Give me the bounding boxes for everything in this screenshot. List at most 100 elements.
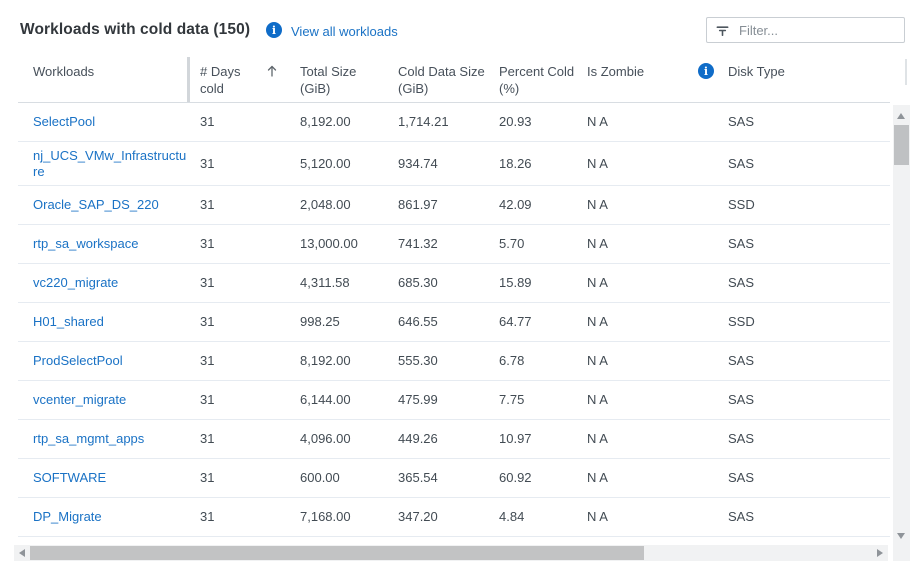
cell-percent-cold: 6.78 xyxy=(499,353,525,368)
cell-cold-data-size: 1,714.21 xyxy=(398,114,449,129)
cell-days-cold: 31 xyxy=(200,197,215,212)
sort-ascending-icon[interactable] xyxy=(266,64,278,78)
cell-days-cold: 31 xyxy=(200,509,215,524)
cell-days-cold: 31 xyxy=(200,470,215,485)
cell-percent-cold: 64.77 xyxy=(499,314,532,329)
workload-link[interactable]: nj_UCS_VMw_Infrastructure xyxy=(33,147,187,179)
cell-cold-data-size: 934.74 xyxy=(398,155,438,171)
cell-days-cold: 31 xyxy=(200,236,215,251)
workload-link[interactable]: vc220_migrate xyxy=(33,275,119,290)
workload-link[interactable]: ProdSelectPool xyxy=(33,353,123,368)
cell-total-size: 998.25 xyxy=(300,314,340,329)
cell-is-zombie: N A xyxy=(587,155,608,171)
workload-link[interactable]: H01_shared xyxy=(33,314,104,329)
table-row: vc220_migrate 31 4,311.58 685.30 15.89 N A SAS xyxy=(18,264,890,303)
horizontal-scrollbar[interactable] xyxy=(14,545,888,561)
cell-disk-type: SAS xyxy=(728,353,755,368)
column-label: # Days cold xyxy=(200,64,241,96)
cell-workload: vc220_migrate xyxy=(33,275,200,291)
table-row: Oracle_SAP_DS_220 31 2,048.00 861.97 42.09 N … xyxy=(18,186,890,225)
table-row: ProdSelectPool 31 8,192.00 555.30 6.78 N A SAS xyxy=(18,342,890,381)
cell-disk-type: SAS xyxy=(728,509,755,524)
scroll-up-icon[interactable] xyxy=(897,113,905,119)
workload-link[interactable]: Oracle_SAP_DS_220 xyxy=(33,197,159,212)
cell-total-size: 8,192.00 xyxy=(300,353,351,368)
column-header-days-cold[interactable]: # Days cold xyxy=(200,55,300,97)
column-header-is-zombie[interactable]: Is Zombie xyxy=(587,55,728,97)
cell-disk-type: SAS xyxy=(728,470,755,485)
cell-workload: nj_UCS_VMw_Infrastructure xyxy=(33,148,200,180)
cell-days-cold: 31 xyxy=(200,392,215,407)
cell-workload: Oracle_SAP_DS_220 xyxy=(33,197,200,213)
cell-disk-type: SAS xyxy=(728,236,755,251)
horizontal-scrollbar-thumb[interactable] xyxy=(30,546,644,560)
cell-percent-cold: 10.97 xyxy=(499,431,532,446)
column-header-workloads[interactable]: Workloads xyxy=(33,55,200,97)
cell-workload: SOFTWARE xyxy=(33,470,200,486)
cell-disk-type: SAS xyxy=(728,392,755,407)
table-row: SelectPool 31 8,192.00 1,714.21 20.93 N A SAS xyxy=(18,103,890,142)
cell-is-zombie: N A xyxy=(587,314,608,329)
cell-total-size: 4,096.00 xyxy=(300,431,351,446)
scroll-right-icon[interactable] xyxy=(877,549,883,557)
workload-link[interactable]: rtp_sa_mgmt_apps xyxy=(33,431,145,446)
vertical-scrollbar[interactable] xyxy=(893,105,910,561)
column-label: Is Zombie xyxy=(587,64,645,79)
cell-days-cold: 31 xyxy=(200,155,215,171)
page-title: Workloads with cold data (150) xyxy=(20,21,251,38)
table-row: SOFTWARE 31 600.00 365.54 60.92 N A SAS xyxy=(18,459,890,498)
cell-days-cold: 31 xyxy=(200,114,215,129)
vertical-scrollbar-thumb[interactable] xyxy=(894,125,909,165)
cell-days-cold: 31 xyxy=(200,431,215,446)
table-header: Workloads # Days cold Total Size (GiB) C… xyxy=(18,55,907,103)
column-header-percent-cold[interactable]: Percent Cold (%) xyxy=(499,55,587,97)
cell-disk-type: SAS xyxy=(728,155,755,171)
workload-link[interactable]: SOFTWARE xyxy=(33,470,107,485)
cell-cold-data-size: 449.26 xyxy=(398,431,438,446)
cell-total-size: 600.00 xyxy=(300,470,340,485)
cell-percent-cold: 7.75 xyxy=(499,392,525,407)
cell-workload: H01_shared xyxy=(33,314,200,330)
cell-percent-cold: 42.09 xyxy=(499,197,532,212)
cell-total-size: 6,144.00 xyxy=(300,392,351,407)
view-all-workloads-link[interactable]: View all workloads xyxy=(291,24,398,39)
table-body: SelectPool 31 8,192.00 1,714.21 20.93 N A SAS n… xyxy=(18,103,890,537)
scroll-left-icon[interactable] xyxy=(19,549,25,557)
filter-box[interactable] xyxy=(706,17,905,43)
cell-total-size: 2,048.00 xyxy=(300,197,351,212)
table-row: H01_shared 31 998.25 646.55 64.77 N A SSD xyxy=(18,303,890,342)
column-header-disk-type[interactable]: Disk Type xyxy=(728,55,890,97)
table-row: vcenter_migrate 31 6,144.00 475.99 7.75 N A SA… xyxy=(18,381,890,420)
column-label: Workloads xyxy=(33,64,95,79)
info-icon[interactable] xyxy=(698,63,714,79)
cell-workload: DP_Migrate xyxy=(33,509,200,525)
cell-is-zombie: N A xyxy=(587,509,608,524)
cell-is-zombie: N A xyxy=(587,114,608,129)
workload-link[interactable]: vcenter_migrate xyxy=(33,392,127,407)
info-icon[interactable] xyxy=(266,22,282,38)
cell-disk-type: SAS xyxy=(728,114,755,129)
column-label: Cold Data Size (GiB) xyxy=(398,64,485,96)
cell-is-zombie: N A xyxy=(587,236,608,251)
column-header-cold-data-size[interactable]: Cold Data Size (GiB) xyxy=(398,55,499,97)
cell-total-size: 4,311.58 xyxy=(300,275,350,290)
cell-cold-data-size: 646.55 xyxy=(398,314,438,329)
column-header-total-size[interactable]: Total Size (GiB) xyxy=(300,55,398,97)
cell-total-size: 13,000.00 xyxy=(300,236,358,251)
column-label: Total Size (GiB) xyxy=(300,64,357,96)
cell-days-cold: 31 xyxy=(200,353,215,368)
filter-input[interactable] xyxy=(737,21,896,39)
cell-cold-data-size: 861.97 xyxy=(398,197,438,212)
cell-is-zombie: N A xyxy=(587,392,608,407)
cell-percent-cold: 4.84 xyxy=(499,509,525,524)
workload-link[interactable]: rtp_sa_workspace xyxy=(33,236,139,251)
scroll-down-icon[interactable] xyxy=(897,533,905,539)
cell-cold-data-size: 555.30 xyxy=(398,353,438,368)
filter-funnel-icon xyxy=(716,25,729,36)
cell-total-size: 8,192.00 xyxy=(300,114,351,129)
table-row: DP_Migrate 31 7,168.00 347.20 4.84 N A SAS xyxy=(18,498,890,537)
workload-link[interactable]: SelectPool xyxy=(33,114,96,129)
cell-is-zombie: N A xyxy=(587,431,608,446)
workload-link[interactable]: DP_Migrate xyxy=(33,509,102,524)
cell-cold-data-size: 347.20 xyxy=(398,509,438,524)
